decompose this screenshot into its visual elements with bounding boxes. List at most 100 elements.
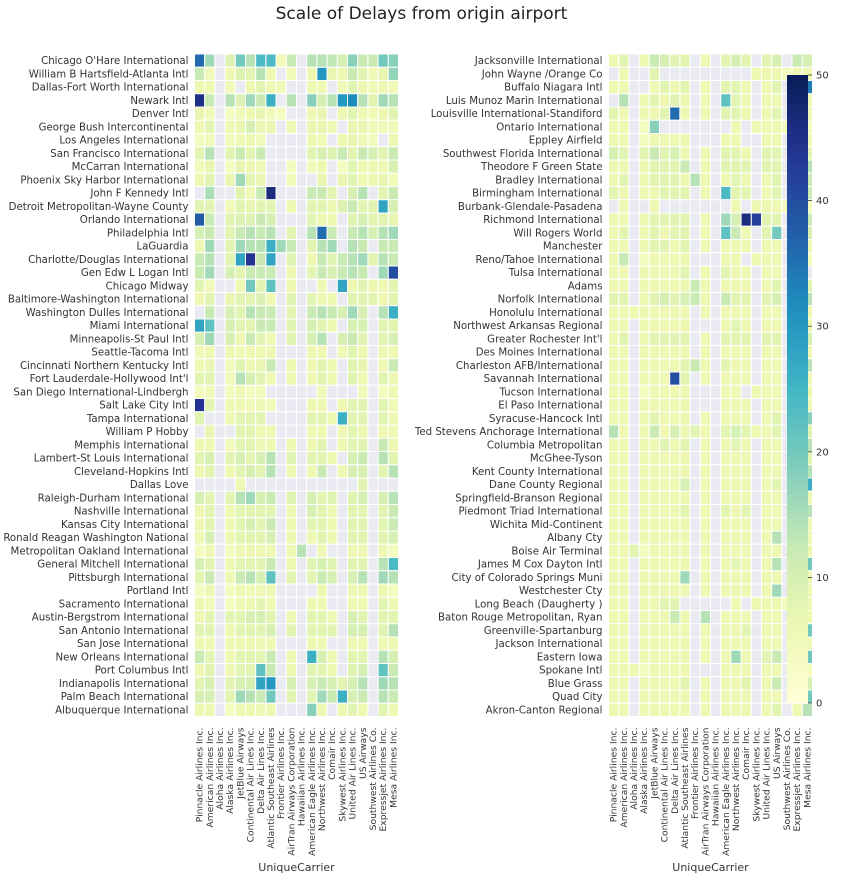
heatmap-cell xyxy=(699,212,711,227)
heatmap-cell xyxy=(224,623,236,638)
heatmap-cell xyxy=(659,133,671,148)
heatmap-cell xyxy=(357,517,369,532)
heatmap-cell xyxy=(316,517,328,532)
heatmap-cell xyxy=(367,596,379,611)
heatmap-cell xyxy=(387,464,399,479)
heatmap-cell xyxy=(669,596,681,611)
heatmap-cell xyxy=(740,292,752,307)
heatmap-cell xyxy=(699,504,711,519)
heatmap-cell xyxy=(387,557,399,572)
heatmap-cell xyxy=(387,80,399,95)
heatmap-cell xyxy=(234,371,247,386)
heatmap-cell xyxy=(234,199,247,214)
heatmap-cell xyxy=(245,265,257,280)
heatmap-cell xyxy=(316,146,328,161)
heatmap-cell xyxy=(679,265,691,280)
heatmap-cell xyxy=(710,424,722,439)
heatmap-cell xyxy=(224,371,236,386)
heatmap-cell xyxy=(285,530,297,545)
heatmap-cell xyxy=(669,636,681,651)
heatmap-cell xyxy=(367,583,379,598)
heatmap-cell xyxy=(761,557,773,572)
heatmap-cell xyxy=(730,676,742,691)
heatmap-cell xyxy=(710,636,722,651)
heatmap-cell xyxy=(648,623,660,638)
heatmap-cell xyxy=(618,305,630,320)
heatmap-cell xyxy=(618,186,630,201)
heatmap-cell xyxy=(296,424,308,439)
heatmap-cell xyxy=(214,106,226,121)
heatmap-cell xyxy=(265,663,277,678)
heatmap-cell xyxy=(194,543,206,558)
heatmap-cell xyxy=(326,278,338,293)
heatmap-cell xyxy=(347,212,359,227)
heatmap-cell xyxy=(638,119,650,134)
row-label: San Francisco International xyxy=(50,149,188,160)
heatmap-cell xyxy=(357,106,369,121)
heatmap-cell xyxy=(265,557,277,572)
heatmap-cell xyxy=(326,119,338,134)
heatmap-cell xyxy=(689,146,701,161)
heatmap-cell xyxy=(608,278,620,293)
heatmap-cell xyxy=(710,159,722,174)
heatmap-cell xyxy=(214,146,226,161)
heatmap-cell xyxy=(628,186,640,201)
heatmap-cell xyxy=(367,504,379,519)
heatmap-cell xyxy=(699,451,711,466)
row-label: San Diego International-Lindbergh xyxy=(13,387,188,398)
heatmap-cell xyxy=(306,106,318,121)
heatmap-cell xyxy=(367,345,379,360)
heatmap-cell xyxy=(357,636,369,651)
heatmap-cell xyxy=(224,212,236,227)
heatmap-cell xyxy=(720,543,732,558)
heatmap-cell xyxy=(628,371,640,386)
heatmap-cell xyxy=(224,199,236,214)
heatmap-cell xyxy=(326,557,338,572)
heatmap-cell xyxy=(618,623,630,638)
heatmap-cell xyxy=(761,371,773,386)
heatmap-cell xyxy=(689,119,701,134)
heatmap-cell xyxy=(377,583,389,598)
heatmap-cell xyxy=(285,543,297,558)
heatmap-cell xyxy=(761,53,773,68)
heatmap-cell xyxy=(720,623,732,638)
heatmap-cell xyxy=(357,557,369,572)
heatmap-cell xyxy=(214,53,226,68)
heatmap-cell xyxy=(275,305,287,320)
heatmap-cell xyxy=(618,172,630,187)
heatmap-cell xyxy=(296,159,308,174)
heatmap-cell xyxy=(628,318,640,333)
heatmap-cell xyxy=(669,424,681,439)
heatmap-cell xyxy=(710,676,722,691)
heatmap-cell xyxy=(689,530,701,545)
heatmap-cell xyxy=(214,212,226,227)
heatmap-cell xyxy=(377,411,389,426)
row-label: Norfolk International xyxy=(498,295,603,306)
heatmap-cell xyxy=(265,53,277,68)
heatmap-cell xyxy=(377,702,389,717)
heatmap-cell xyxy=(710,133,722,148)
heatmap-cell xyxy=(296,490,308,505)
heatmap-cell xyxy=(285,265,297,280)
heatmap-cell xyxy=(357,437,369,452)
row-label: Kansas City International xyxy=(61,520,189,531)
heatmap-cell xyxy=(377,80,389,95)
heatmap-cell xyxy=(204,702,216,717)
heatmap-cell xyxy=(265,358,277,373)
heatmap-cell xyxy=(618,278,630,293)
heatmap-cell xyxy=(720,212,732,227)
heatmap-cell xyxy=(336,225,348,240)
heatmap-cell xyxy=(628,517,640,532)
heatmap-cell xyxy=(771,133,783,148)
heatmap-cell xyxy=(306,239,318,254)
heatmap-cell xyxy=(316,199,328,214)
heatmap-cell xyxy=(699,119,711,134)
heatmap-cell xyxy=(608,411,620,426)
heatmap-cell xyxy=(377,649,389,664)
heatmap-cell xyxy=(659,239,671,254)
heatmap-cell xyxy=(214,66,226,81)
heatmap-cell xyxy=(387,225,399,240)
heatmap-cell xyxy=(194,623,206,638)
heatmap-cell xyxy=(669,702,681,717)
heatmap-cell xyxy=(194,186,206,201)
